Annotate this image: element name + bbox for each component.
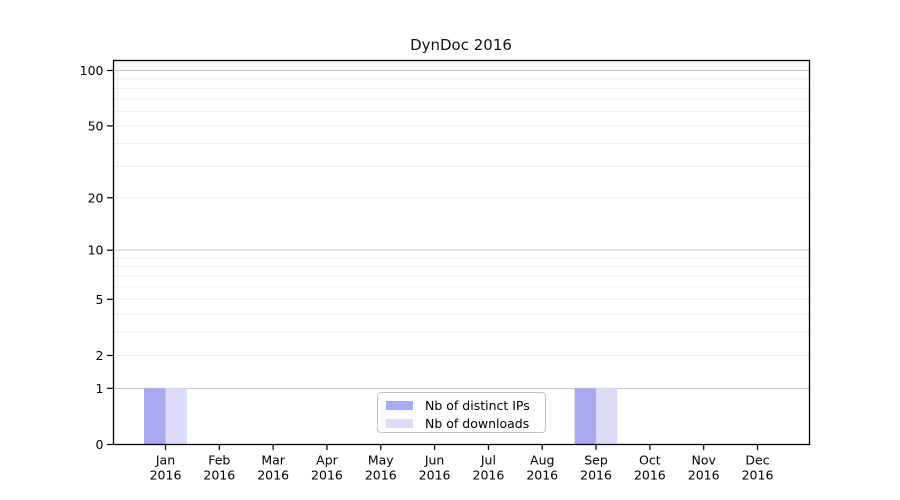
x-tick-label-apr: Apr 2016 [311, 453, 343, 483]
x-tick-label-sep: Sep 2016 [580, 453, 612, 483]
x-tick-label-oct: Oct 2016 [634, 453, 666, 483]
bar-jan-distinct-ips [144, 388, 166, 445]
y-tick-label-50: 50 [88, 118, 104, 133]
plot-frame [112, 59, 811, 446]
legend-swatch-downloads [386, 419, 413, 428]
y-tick-label-0: 0 [96, 437, 104, 452]
y-tick-label-1: 1 [96, 381, 104, 396]
x-tick-label-feb: Feb 2016 [203, 453, 235, 483]
legend-item-downloads: Nb of downloads [386, 416, 537, 431]
x-tick-label-may: May 2016 [365, 453, 397, 483]
legend-item-distinct-ips: Nb of distinct IPs [386, 398, 537, 413]
y-tick-label-10: 10 [88, 243, 104, 258]
x-tick-label-nov: Nov 2016 [688, 453, 720, 483]
x-tick-label-jul: Jul 2016 [473, 453, 505, 483]
y-tick-label-100: 100 [80, 63, 104, 78]
y-tick-label-2: 2 [96, 348, 104, 363]
x-tick-label-mar: Mar 2016 [257, 453, 289, 483]
y-tick-label-20: 20 [88, 190, 104, 205]
bar-jan-downloads [165, 388, 187, 445]
x-tick-label-dec: Dec 2016 [742, 453, 774, 483]
bar-sep-downloads [596, 388, 618, 445]
chart-title: DynDoc 2016 [410, 36, 512, 54]
y-tick-label-5: 5 [96, 292, 104, 307]
x-tick-label-aug: Aug 2016 [526, 453, 558, 483]
legend-label-downloads: Nb of downloads [425, 416, 530, 431]
legend-label-distinct-ips: Nb of distinct IPs [425, 398, 530, 413]
legend: Nb of distinct IPs Nb of downloads [377, 392, 546, 433]
bar-sep-distinct-ips [574, 388, 597, 445]
x-tick-label-jan: Jan 2016 [150, 453, 182, 483]
x-tick-label-jun: Jun 2016 [419, 453, 451, 483]
legend-swatch-distinct-ips [386, 401, 413, 410]
